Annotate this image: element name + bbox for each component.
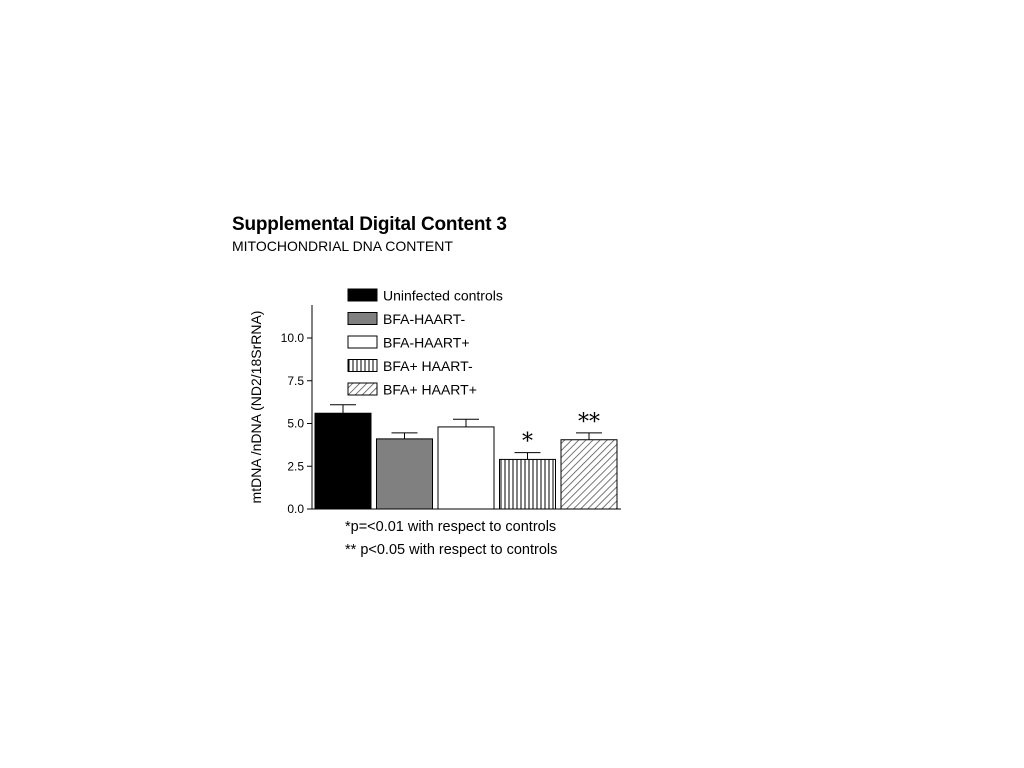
y-tick-label-4: 10.0 <box>281 331 305 345</box>
bar-1 <box>376 438 433 510</box>
y-tick-label-1: 2.5 <box>287 459 304 473</box>
legend-label-1: BFA-HAART- <box>383 311 466 327</box>
legend-swatch-0 <box>347 288 378 302</box>
legend-label-3: BFA+ HAART- <box>383 358 473 374</box>
significance-mark-4: ** <box>578 410 600 435</box>
legend-swatch-2 <box>347 335 378 349</box>
chart-legend: Uninfected controls BFA-HAART- BFA-HAART+ B… <box>347 288 503 398</box>
figure-subtitle: MITOCHONDRIAL DNA CONTENT <box>232 238 453 254</box>
legend-swatch-4 <box>347 382 378 396</box>
legend-label-4: BFA+ HAART+ <box>383 382 477 398</box>
y-axis-label: mtDNA /nDNA (ND2/18SrRNA) <box>248 311 264 504</box>
y-tick-label-3: 7.5 <box>287 374 304 388</box>
bar-0 <box>314 412 372 510</box>
bar-2 <box>437 426 495 510</box>
y-tick-label-2: 5.0 <box>287 417 304 431</box>
bar-3 <box>499 458 556 510</box>
chart-bars: *** <box>314 404 618 510</box>
figure-title: Supplemental Digital Content 3 <box>232 214 507 235</box>
significance-mark-3: * <box>522 430 533 455</box>
legend-label-2: BFA-HAART+ <box>383 335 470 351</box>
footnote-significance-1: *p=<0.01 with respect to controls <box>345 519 557 535</box>
legend-swatch-1 <box>347 312 378 325</box>
legend-swatch-3 <box>347 359 378 372</box>
y-tick-label-0: 0.0 <box>287 502 304 516</box>
footnote-significance-2: ** p<0.05 with respect to controls <box>345 542 558 558</box>
bar-4 <box>560 439 618 510</box>
legend-label-0: Uninfected controls <box>383 288 503 304</box>
